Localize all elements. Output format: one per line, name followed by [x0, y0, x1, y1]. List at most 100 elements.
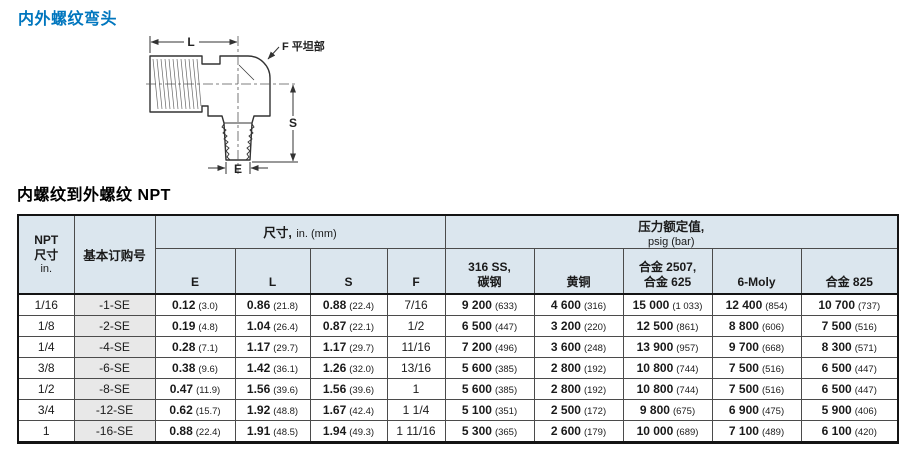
header-col-l: L — [234, 248, 311, 295]
pressure-psig-value: 7 200 — [461, 340, 492, 354]
header-col-s: S — [309, 248, 388, 295]
dim-e-cell: 0.19 (4.8) — [154, 315, 236, 337]
elbow-fitting-diagram: L F 平坦部 S E — [146, 35, 325, 176]
order-number-cell: -8-SE — [73, 378, 156, 400]
dim-mm-value: (15.7) — [195, 406, 221, 417]
npt-size-cell: 1/16 — [17, 293, 75, 316]
dim-mm-value: (22.1) — [349, 322, 375, 333]
dim-e-cell: 0.62 (15.7) — [154, 399, 236, 421]
dim-f-cell: 1 — [386, 378, 446, 400]
dim-mm-value: (42.4) — [349, 406, 375, 417]
header-npt-size: NPT 尺寸 in. — [17, 214, 75, 295]
pressure-psig-value: 3 200 — [550, 319, 581, 333]
pressure-psig-value: 15 000 — [632, 298, 670, 312]
pressure-bar-value: (179) — [583, 427, 607, 438]
page-title: 内外螺纹弯头 — [18, 11, 118, 28]
flat-leader-line — [267, 46, 280, 60]
pressure-alloy2507-cell: 10 800 (744) — [622, 357, 713, 379]
pressure-brass-cell: 3 200 (220) — [533, 315, 624, 337]
dim-value: 1.91 — [246, 424, 271, 438]
pressure-brass-cell: 2 600 (179) — [533, 420, 624, 443]
dim-mm-value: (22.4) — [349, 301, 375, 312]
order-number-cell: -2-SE — [73, 315, 156, 337]
dim-mm-value: (39.6) — [273, 385, 299, 396]
pressure-bar-value: (496) — [494, 343, 518, 354]
pressure-6moly-cell: 12 400 (854) — [711, 293, 802, 316]
dim-mm-value: (7.1) — [198, 343, 218, 354]
pressure-psig-value: 8 800 — [728, 319, 759, 333]
pressure-psig-value: 5 300 — [461, 424, 492, 438]
pressure-bar-value: (192) — [583, 364, 607, 375]
dim-value: 0.19 — [172, 319, 196, 333]
pressure-bar-value: (957) — [676, 343, 699, 354]
dim-mm-value: (21.8) — [273, 301, 299, 312]
dim-value: 0.87 — [322, 319, 347, 333]
dim-mm-value: (48.8) — [273, 406, 299, 417]
dim-l-cell: 1.04 (26.4) — [234, 315, 311, 337]
header-col-e: E — [154, 248, 236, 295]
dim-mm-value: (32.0) — [349, 364, 375, 375]
header-dimensions-zh: 尺寸, — [263, 226, 292, 240]
order-number-cell: -1-SE — [73, 293, 156, 316]
dim-value: 0.62 — [169, 403, 193, 417]
pressure-316ss-cell: 7 200 (496) — [444, 336, 535, 358]
pressure-psig-value: 12 400 — [725, 298, 763, 312]
dim-value: 1.26 — [322, 361, 347, 375]
pressure-bar-value: (516) — [854, 322, 877, 333]
pressure-alloy2507-cell: 12 500 (861) — [622, 315, 713, 337]
dim-value: 1.94 — [322, 424, 347, 438]
pressure-316ss-cell: 6 500 (447) — [444, 315, 535, 337]
header-order-number: 基本订购号 — [73, 214, 156, 295]
pressure-alloy2507-cell: 10 800 (744) — [622, 378, 713, 400]
pressure-6moly-cell: 9 700 (668) — [711, 336, 802, 358]
order-number-cell: -12-SE — [73, 399, 156, 421]
dim-l-cell: 1.42 (36.1) — [234, 357, 311, 379]
pressure-brass-cell: 2 800 (192) — [533, 357, 624, 379]
dim-s-cell: 0.88 (22.4) — [309, 293, 388, 316]
pressure-bar-value: (316) — [583, 301, 607, 312]
dimension-s — [252, 84, 298, 163]
dim-mm-value: (4.8) — [198, 322, 218, 333]
header-col-6moly: 6-Moly — [711, 248, 802, 295]
pressure-alloy825-cell: 6 500 (447) — [800, 357, 899, 379]
pressure-bar-value: (192) — [583, 385, 607, 396]
pressure-bar-value: (385) — [494, 364, 518, 375]
dim-e-cell: 0.88 (22.4) — [154, 420, 236, 443]
pressure-bar-value: (737) — [858, 301, 881, 312]
pressure-6moly-cell: 7 500 (516) — [711, 378, 802, 400]
header-col-brass: 黄铜 — [533, 248, 624, 295]
specs-table-body: 1/16 -1-SE 0.12 (3.0) 0.86 (21.8) 0.88 (22.… — [17, 293, 899, 443]
pressure-brass-cell: 4 600 (316) — [533, 293, 624, 316]
pressure-bar-value: (571) — [854, 343, 877, 354]
pressure-psig-value: 5 900 — [821, 403, 852, 417]
pressure-psig-value: 7 500 — [728, 361, 759, 375]
pressure-psig-value: 2 600 — [550, 424, 581, 438]
pressure-6moly-cell: 7 100 (489) — [711, 420, 802, 443]
pressure-brass-cell: 3 600 (248) — [533, 336, 624, 358]
dim-label-e: E — [234, 162, 242, 176]
table-row: 3/8 -6-SE 0.38 (9.6) 1.42 (36.1) 1.26 (32.0… — [17, 357, 899, 379]
pressure-6moly-cell: 8 800 (606) — [711, 315, 802, 337]
dim-s-cell: 0.87 (22.1) — [309, 315, 388, 337]
header-col-f: F — [386, 248, 446, 295]
table-row: 1/8 -2-SE 0.19 (4.8) 1.04 (26.4) 0.87 (22.1… — [17, 315, 899, 337]
pressure-brass-cell: 2 500 (172) — [533, 399, 624, 421]
pressure-psig-value: 6 500 — [461, 319, 492, 333]
dim-e-cell: 0.12 (3.0) — [154, 293, 236, 316]
pressure-316ss-cell: 5 100 (351) — [444, 399, 535, 421]
pressure-psig-value: 3 600 — [550, 340, 581, 354]
pressure-bar-value: (447) — [854, 385, 877, 396]
npt-size-cell: 1/8 — [17, 315, 75, 337]
pressure-alloy825-cell: 5 900 (406) — [800, 399, 899, 421]
dim-value: 1.56 — [322, 382, 347, 396]
pressure-alloy825-cell: 6 100 (420) — [800, 420, 899, 443]
dim-value: 1.67 — [322, 403, 347, 417]
pressure-bar-value: (365) — [494, 427, 518, 438]
pressure-alloy825-cell: 10 700 (737) — [800, 293, 899, 316]
pressure-316ss-cell: 5 600 (385) — [444, 357, 535, 379]
dim-label-s: S — [289, 116, 297, 130]
pressure-psig-value: 6 500 — [821, 361, 852, 375]
pressure-psig-value: 4 600 — [550, 298, 581, 312]
pressure-bar-value: (406) — [854, 406, 877, 417]
pressure-alloy2507-cell: 13 900 (957) — [622, 336, 713, 358]
